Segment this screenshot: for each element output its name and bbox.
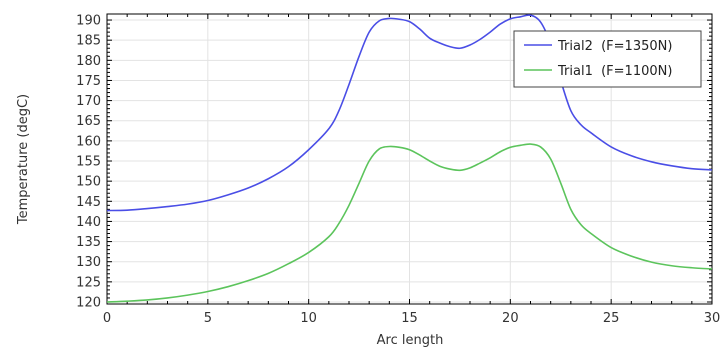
axis-ticks: 0 5 10 15 20 25 30 120 125 130 135 140 145 150 155 160 1…	[76, 14, 720, 326]
y-tick-label: 170	[76, 94, 101, 109]
legend-label-trial2: Trial2 (F=1350N)	[557, 39, 672, 54]
x-axis-label: Arc length	[377, 333, 444, 348]
y-tick-label: 190	[76, 14, 101, 29]
x-tick-label: 5	[204, 311, 212, 326]
y-tick-label: 120	[76, 295, 101, 310]
y-tick-label: 165	[76, 114, 101, 129]
y-tick-label: 125	[76, 275, 101, 290]
y-tick-label: 130	[76, 255, 101, 270]
x-tick-label: 10	[300, 311, 317, 326]
x-tick-label: 30	[704, 311, 721, 326]
x-tick-label: 20	[502, 311, 519, 326]
y-tick-label: 155	[76, 155, 101, 170]
y-tick-label: 145	[76, 195, 101, 210]
y-tick-label: 140	[76, 215, 101, 230]
y-tick-label: 135	[76, 235, 101, 250]
x-tick-label: 0	[103, 311, 111, 326]
y-tick-label: 185	[76, 34, 101, 49]
legend-label-trial1: Trial1 (F=1100N)	[557, 64, 672, 79]
series-line-trial1	[106, 143, 713, 303]
y-tick-label: 180	[76, 54, 101, 69]
legend-box	[513, 30, 702, 88]
y-tick-label: 160	[76, 134, 101, 149]
series-lines	[106, 14, 713, 303]
x-tick-label: 15	[401, 311, 418, 326]
y-axis-label: Temperature (degC)	[16, 94, 31, 225]
y-tick-label: 150	[76, 175, 101, 190]
series-line-trial2	[106, 14, 713, 212]
legend: Trial2 (F=1350N) Trial1 (F=1100N)	[513, 30, 702, 88]
y-tick-label: 175	[76, 74, 101, 89]
x-tick-label: 25	[603, 311, 620, 326]
